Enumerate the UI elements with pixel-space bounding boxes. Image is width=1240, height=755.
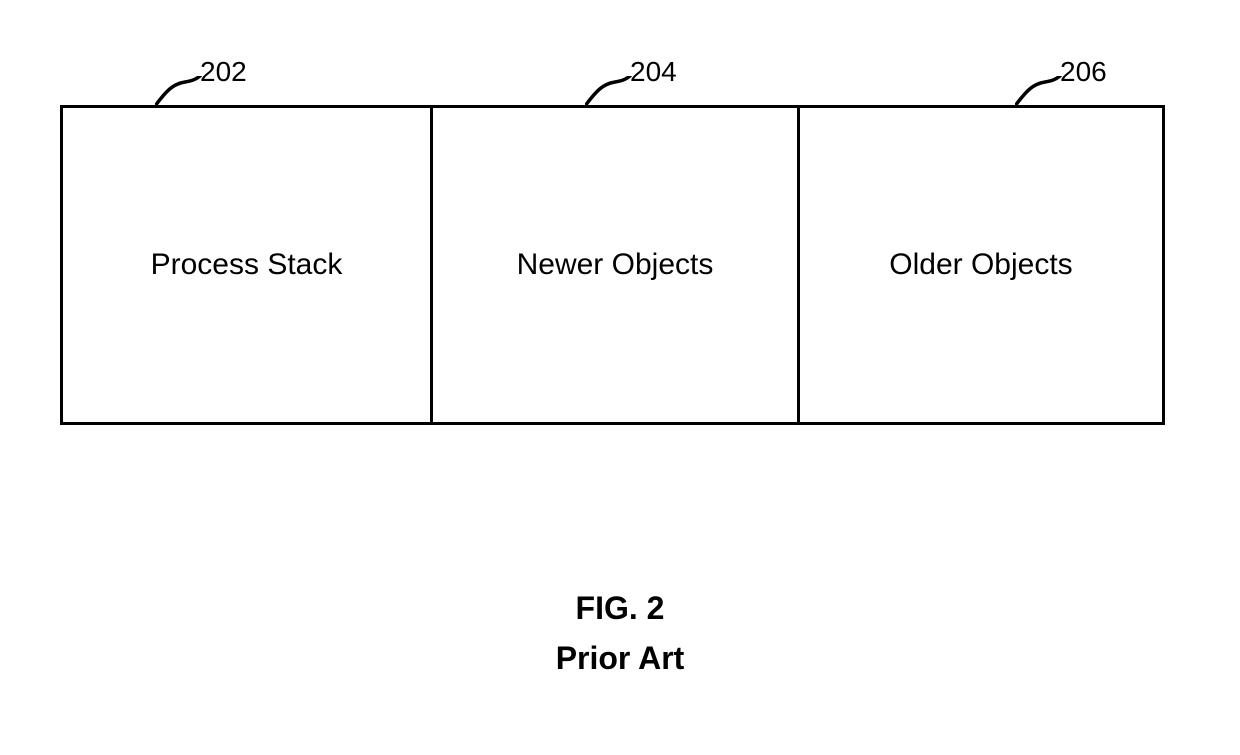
ref-label-202: 202 — [200, 56, 247, 88]
ref-label-204: 204 — [630, 56, 677, 88]
cell-process-stack: Process Stack — [63, 108, 430, 422]
cell-older-objects: Older Objects — [797, 108, 1162, 422]
ref-label-206: 206 — [1060, 56, 1107, 88]
cell-newer-objects: Newer Objects — [430, 108, 797, 422]
figure-number: FIG. 2 — [0, 590, 1240, 627]
figure-subtitle: Prior Art — [0, 640, 1240, 677]
memory-layout-row: Process StackNewer ObjectsOlder Objects — [60, 105, 1165, 425]
figure-canvas: 202 204 206 Process StackNewer ObjectsOlde… — [0, 0, 1240, 755]
